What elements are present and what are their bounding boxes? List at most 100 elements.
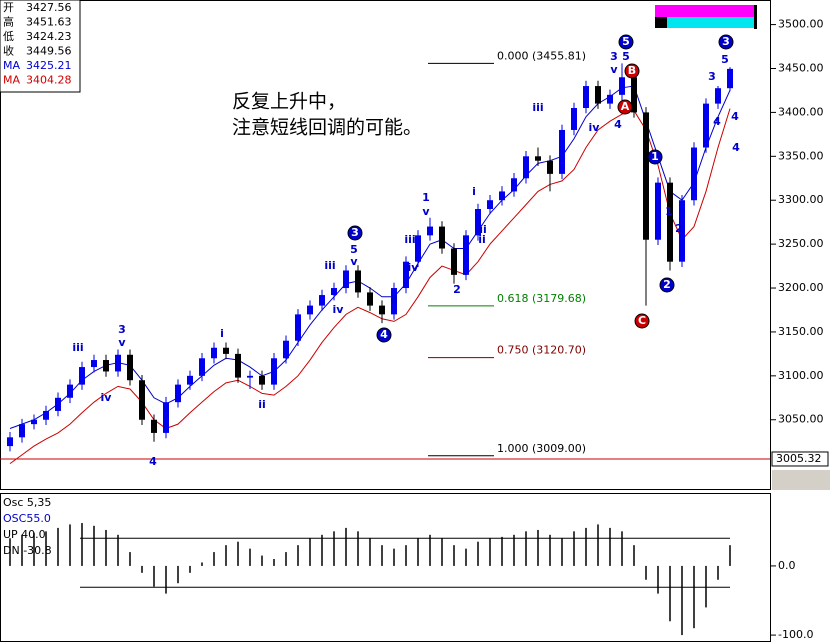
osc-dn: DN -30.8 [3,544,52,557]
wave-label: 1 [651,150,659,163]
candle-body [451,248,457,275]
candle-body [355,270,361,293]
candle-body [331,288,337,296]
info-value: 3425.21 [26,59,72,72]
candle-body [163,402,169,433]
indicator-bar [655,17,757,28]
wave-badge [624,63,640,79]
fib-label: 1.000 (3009.00) [497,442,586,455]
candle-body [499,191,505,201]
candle-body [487,200,493,209]
info-label: MA [3,74,20,87]
candle-body [439,226,445,249]
wave-label: 3 [118,323,126,336]
wave-label: v [422,205,430,218]
candle-body [7,437,13,447]
indicator-bar [655,17,667,28]
wave-badge [659,277,675,293]
candle-body [115,354,121,372]
wave-badge [376,327,392,343]
fib-label: 0.000 (3455.81) [497,49,586,62]
wave-label: A [621,100,630,113]
wave-label: ii [478,233,486,246]
info-value: 3449.56 [26,45,72,58]
wave-label: 4 [732,141,740,154]
wave-label: iv [589,121,601,134]
candle-body [559,129,565,174]
candle-body [511,178,517,192]
candle-body [571,108,577,130]
osc-tick-label: 0.0 [778,559,796,572]
wave-label: 5 [721,53,729,66]
price-panel [0,0,771,490]
candle-body [151,419,157,433]
candle-body [247,375,253,378]
toolbar[interactable] [772,470,830,490]
wave-label: 4 [731,110,739,123]
wave-label: iv [408,261,420,274]
candle-body [391,288,397,315]
wave-label: 3 [610,50,618,63]
wave-label: 5 [622,50,630,63]
osc-name: OSC55.0 [3,512,51,525]
y-tick-label: 3350.00 [778,149,824,162]
wave-badge [634,313,650,329]
wave-label: v [350,255,358,268]
candle-body [211,347,217,359]
info-value: 3427.56 [26,1,72,14]
candle-body [667,182,673,262]
annotation: 反复上升中， [232,91,346,113]
candle-body [295,314,301,341]
candle-body [67,384,73,398]
wave-label: iii [404,233,415,246]
candle-body [691,147,697,201]
wave-label: iii [72,341,83,354]
candle-body [403,261,409,289]
candle-body [583,86,589,109]
candle-body [607,94,613,104]
candle-body [319,295,325,306]
info-label: 开 [3,1,14,14]
wave-label: iv [333,303,345,316]
y-tick-label: 3050.00 [778,413,824,426]
wave-label: 3 [708,70,716,83]
fib-label: 0.618 (3179.68) [497,292,586,305]
candle-body [19,424,25,438]
wave-label: 2 [663,278,671,291]
candle-body [127,354,133,381]
candle-body [643,112,649,240]
y-tick-label: 3500.00 [778,18,824,31]
y-tick-label: 3250.00 [778,237,824,250]
candle-body [283,340,289,359]
annotation: 注意短线回调的可能。 [232,117,422,139]
info-value: 3451.63 [26,16,72,29]
candle-body [175,384,181,403]
wave-label: iii [532,101,543,114]
candle-body [379,305,385,315]
wave-label: ii [479,223,487,236]
info-label: 收 [3,44,14,58]
candle-body [343,270,349,289]
y-tick-label: 3450.00 [778,61,824,74]
candle-body [679,200,685,262]
candle-body [415,235,421,262]
wave-label: 4 [380,328,388,341]
wave-badge [647,149,663,165]
wave-label: i [472,185,476,198]
info-label: 高 [3,15,14,29]
y-tick-label: 3400.00 [778,105,824,118]
candle-body [103,360,109,372]
candle-body [43,410,49,420]
wave-label: iii [324,259,335,272]
candle-body [223,347,229,354]
candle-body [727,68,733,89]
wave-badge [718,34,734,50]
wave-label: 5 [350,243,358,256]
candle-body [715,88,721,104]
candle-body [307,305,313,315]
candle-body [271,358,277,385]
candle-body [235,353,241,378]
wave-label: 4 [149,455,157,468]
